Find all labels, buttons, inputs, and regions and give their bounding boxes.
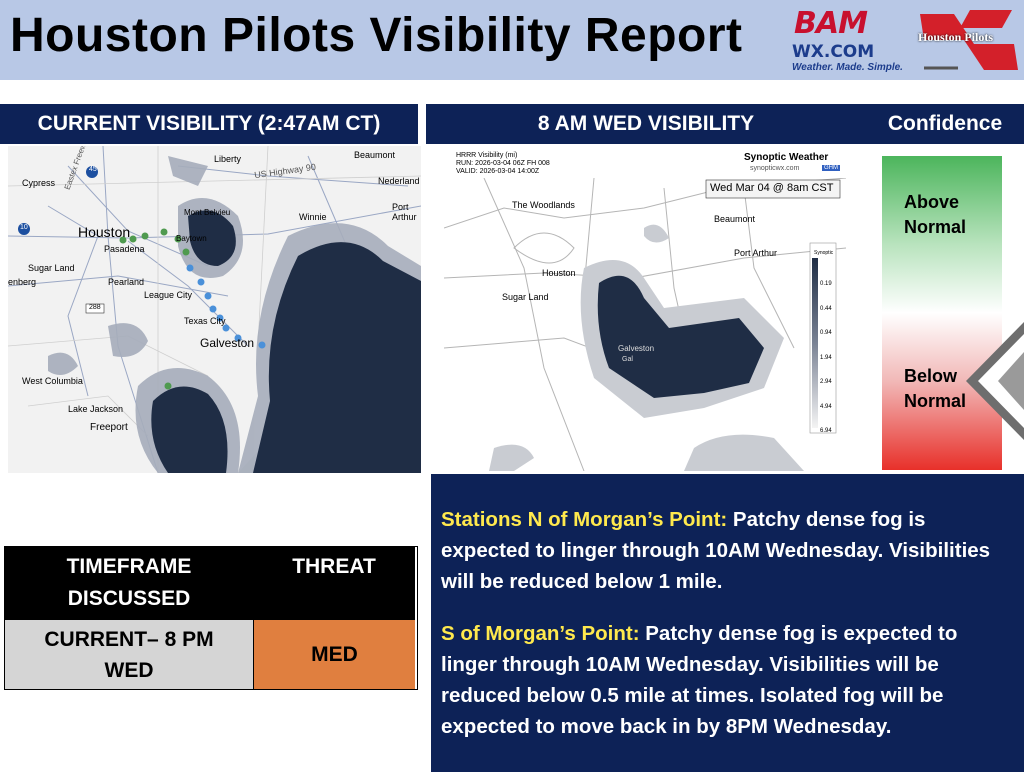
forecast-date-label: Wed Mar 04 @ 8am CST xyxy=(710,182,834,194)
station-markers xyxy=(119,228,266,390)
pilots-logo-graphic xyxy=(920,10,1018,70)
label-league-city: League City xyxy=(144,290,193,300)
label-houston: Houston xyxy=(78,224,131,240)
threat-table: TIMEFRAME DISCUSSED THREAT CURRENT– 8 PM… xyxy=(4,546,418,690)
label-galveston-short: Gal xyxy=(622,356,633,363)
bam-logo-tagline: Weather. Made. Simple. xyxy=(792,62,903,73)
label-houston-forecast: Houston xyxy=(542,268,576,278)
hrrr-title: HRRR Visibility (mi) xyxy=(456,152,518,159)
page-title: Houston Pilots Visibility Report xyxy=(10,9,743,62)
current-visibility-map: Cypress Liberty Beaumont Nederland US Hi… xyxy=(8,146,421,473)
header-bar: Houston Pilots Visibility Report BAM WX.… xyxy=(0,0,1024,80)
label-hw288: 288 xyxy=(89,304,101,311)
synoptic-brand: Synoptic Weather xyxy=(744,152,829,163)
note-north-lead: Stations N of Morgan’s Point: xyxy=(441,508,728,531)
colorbar-label: 6.94 xyxy=(820,428,832,434)
cell-timeframe: CURRENT– 8 PM WED xyxy=(5,619,254,689)
bam-logo: BAM WX.COM Weather. Made. Simple. xyxy=(788,6,910,76)
label-nederland: Nederland xyxy=(378,176,420,186)
label-beaumont-forecast: Beaumont xyxy=(714,214,756,224)
label-rosenberg: enberg xyxy=(8,277,37,287)
colorbar-label: 0.44 xyxy=(820,305,832,312)
label-freeport: Freeport xyxy=(90,422,128,433)
colorbar-label: 2.94 xyxy=(820,379,832,385)
forecast-visibility-header: 8 AM WED VISIBILITY xyxy=(426,104,866,144)
notes-panel: Stations N of Morgan’s Point: Patchy den… xyxy=(431,474,1024,772)
label-i10: 10 xyxy=(20,224,28,231)
label-texas-city: Texas City xyxy=(184,316,226,326)
label-sugar-land: Sugar Land xyxy=(28,263,75,273)
houston-pilots-logo: Houston Pilots xyxy=(914,4,1022,76)
confidence-pointer-icon xyxy=(966,322,1024,440)
label-mont-belvieu: Mont Belvieu xyxy=(184,208,231,217)
label-galveston-forecast: Galveston xyxy=(618,344,655,353)
label-pearland: Pearland xyxy=(108,277,145,287)
note-north-text: Patchy dense fog is expected to linger t… xyxy=(441,508,991,593)
confidence-above-label: Above Normal xyxy=(904,192,967,237)
colorbar-label: 1.94 xyxy=(820,354,832,361)
colorbar-label: 0.19 xyxy=(820,281,832,287)
label-liberty: Liberty xyxy=(214,154,242,164)
hrrr-run: RUN: 2026-03-04 06Z FH 008 xyxy=(456,160,550,167)
label-galveston: Galveston xyxy=(200,336,255,350)
hrrr-valid: VALID: 2026-03-04 14:00Z xyxy=(456,168,540,175)
confidence-below-label: Below Normal xyxy=(904,366,967,411)
label-baytown: Baytown xyxy=(176,234,207,243)
label-west-columbia: West Columbia xyxy=(22,376,83,386)
forecast-visibility-map: HRRR Visibility (mi) RUN: 2026-03-04 06Z… xyxy=(444,148,846,471)
note-south: S of Morgan’s Point: Patchy dense fog is… xyxy=(441,618,1018,742)
confidence-gradient xyxy=(882,156,1002,470)
pilots-logo-text: Houston Pilots xyxy=(918,30,994,44)
colorbar-label: 4.94 xyxy=(820,403,832,410)
label-i45: 45 xyxy=(89,166,97,173)
label-woodlands: The Woodlands xyxy=(512,200,575,210)
label-lake-jackson: Lake Jackson xyxy=(68,404,124,414)
label-beaumont: Beaumont xyxy=(354,150,396,160)
colorbar-labels: 0.19 0.44 0.94 1.94 2.94 4.94 6.94 xyxy=(820,272,832,444)
note-south-text: Patchy dense fog is expected to linger t… xyxy=(441,622,958,738)
synoptic-url: synopticwx.com xyxy=(750,165,800,172)
current-map-graphic xyxy=(8,146,421,473)
synoptic-badge: GHM xyxy=(822,165,840,171)
header-timeframe: TIMEFRAME DISCUSSED xyxy=(5,547,253,619)
bam-logo-domain: WX.COM xyxy=(792,42,875,62)
label-sugar-land-forecast: Sugar Land xyxy=(502,292,549,302)
colorbar-brand: Synoptic xyxy=(814,250,834,256)
confidence-header: Confidence xyxy=(866,104,1024,144)
label-port-arthur-forecast: Port Arthur xyxy=(734,248,778,258)
note-south-lead: S of Morgan’s Point: xyxy=(441,622,640,645)
note-north: Stations N of Morgan’s Point: Patchy den… xyxy=(441,504,1018,597)
label-winnie: Winnie xyxy=(299,212,327,222)
current-visibility-header: CURRENT VISIBILITY (2:47AM CT) xyxy=(0,104,418,144)
label-pasadena: Pasadena xyxy=(104,244,145,254)
label-port-arthur: Port Arthur xyxy=(392,202,417,222)
cell-threat: MED xyxy=(254,619,415,689)
header-threat: THREAT xyxy=(253,547,415,619)
label-cypress: Cypress xyxy=(22,178,56,188)
bam-logo-text: BAM xyxy=(794,6,868,41)
colorbar-label: 0.94 xyxy=(820,330,832,336)
forecast-map-graphic xyxy=(444,148,846,471)
